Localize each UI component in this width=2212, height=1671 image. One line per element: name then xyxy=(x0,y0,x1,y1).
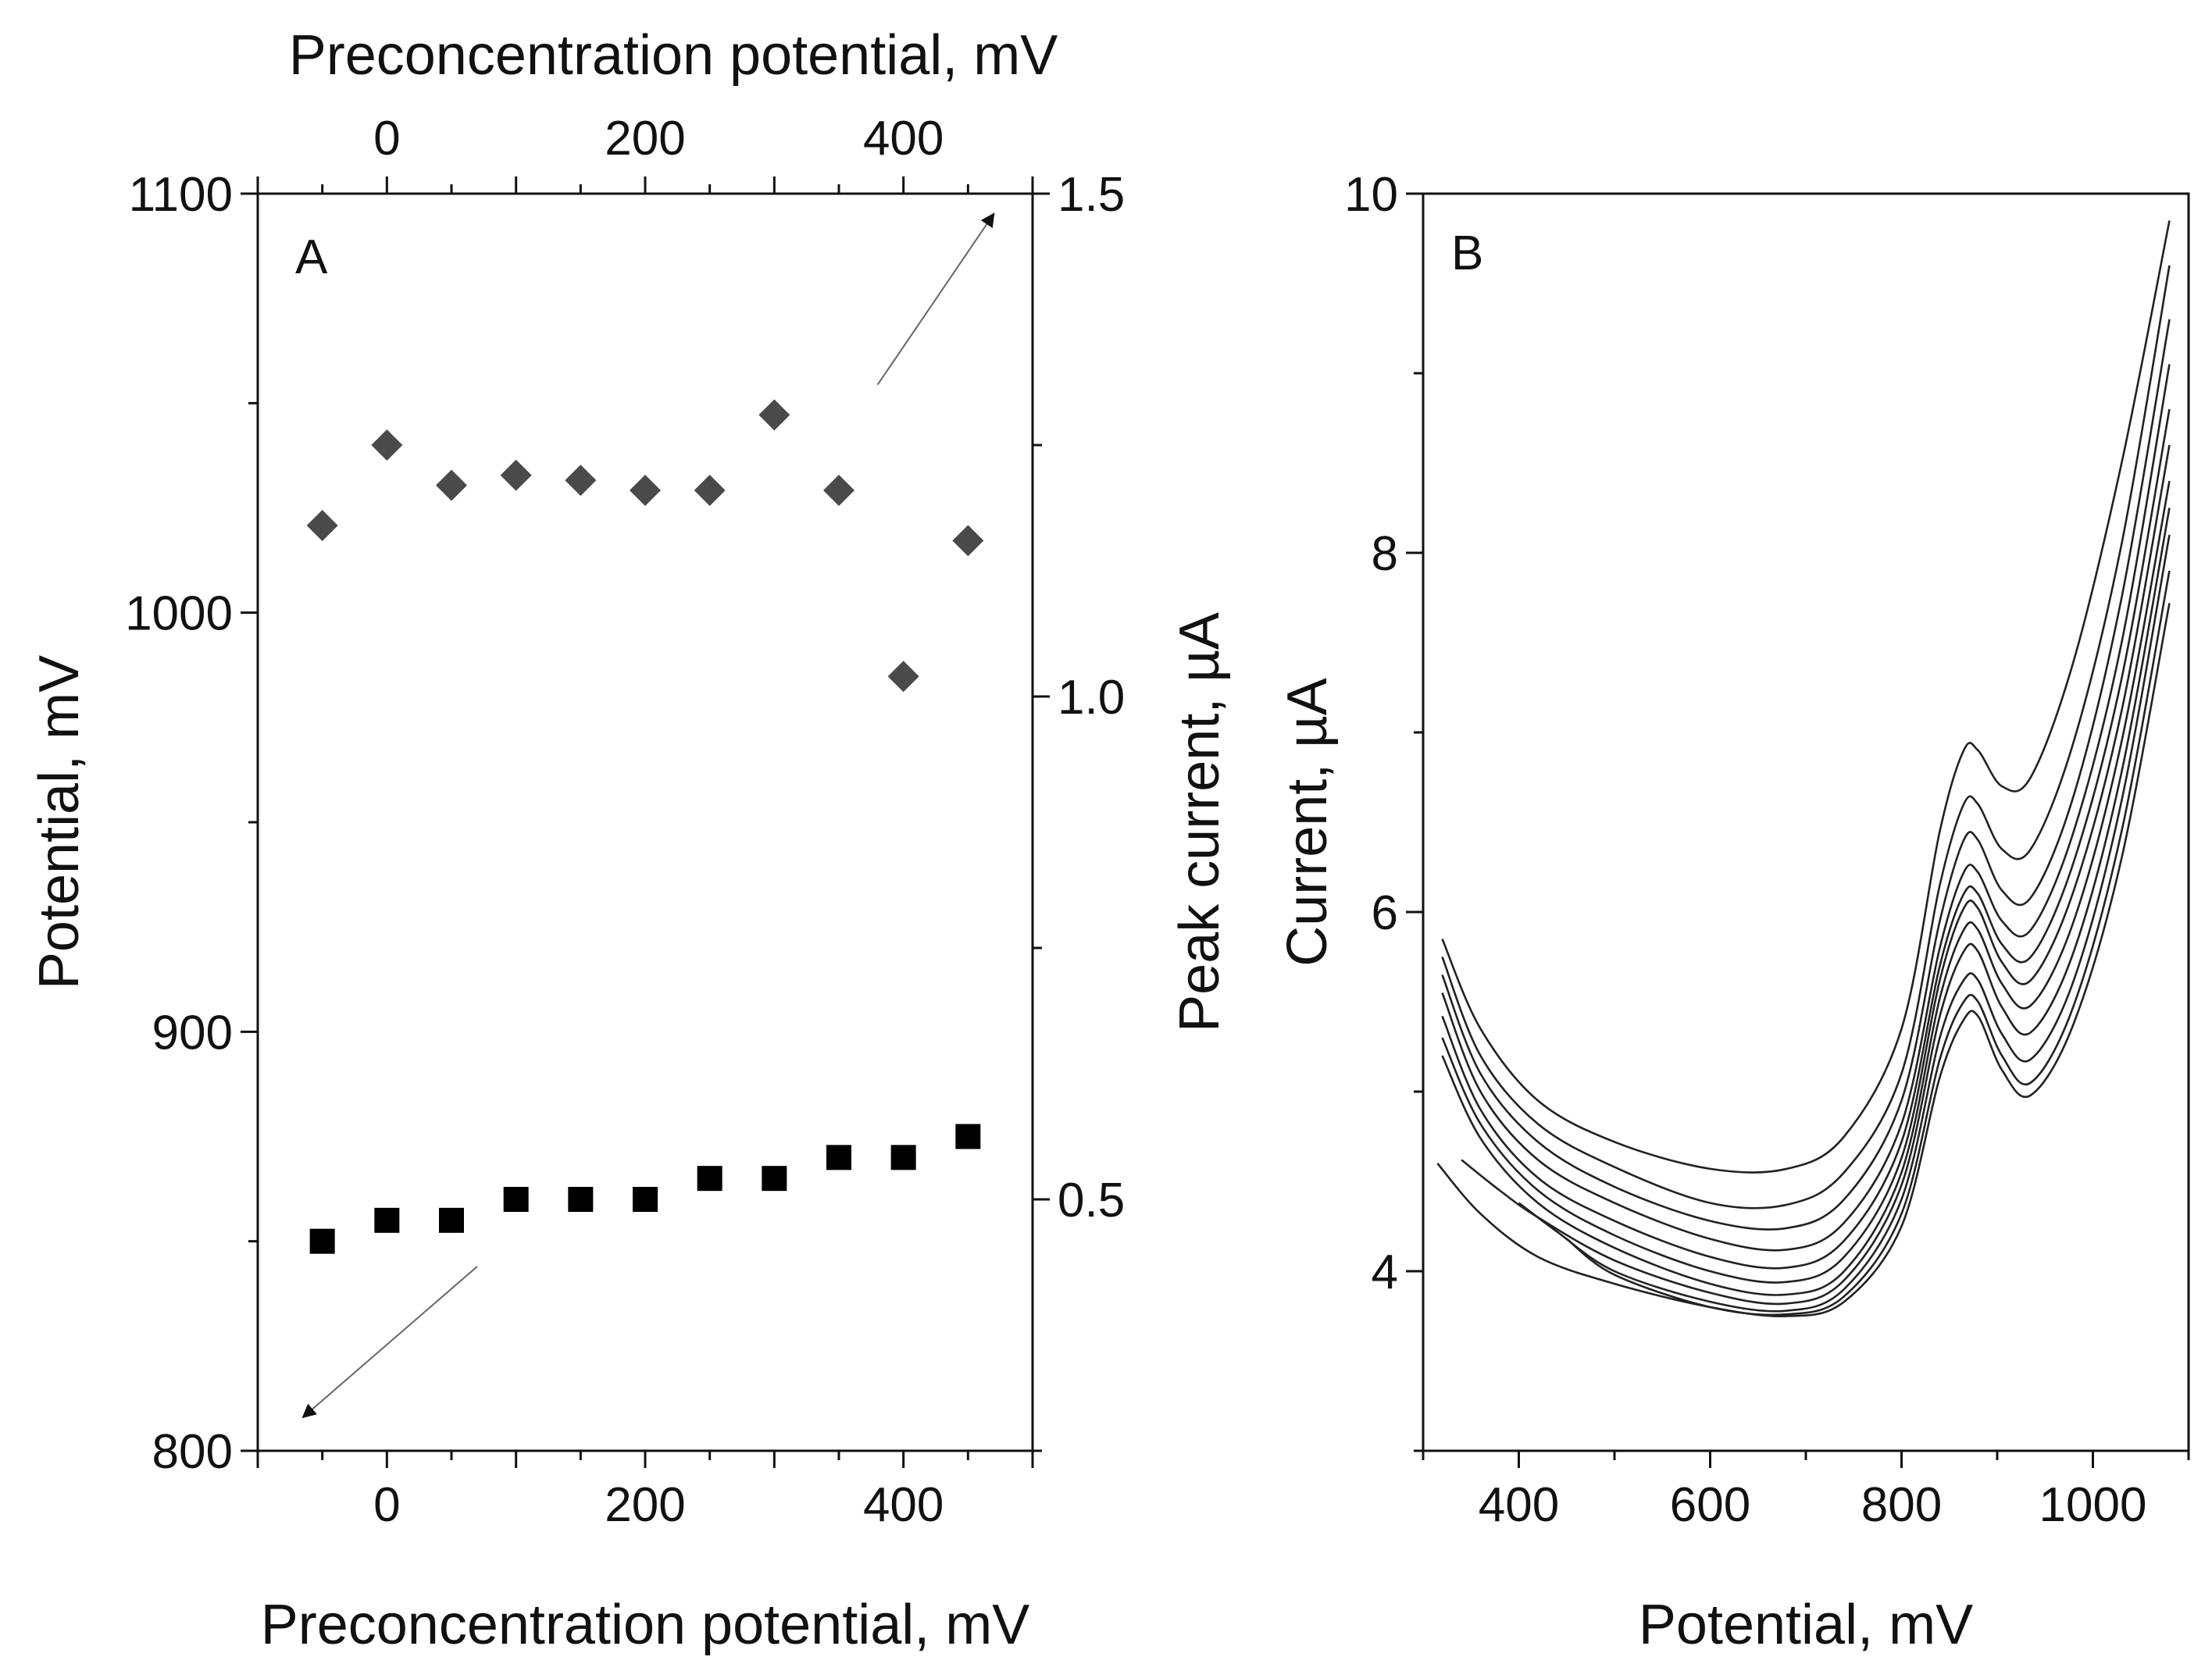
voltammogram-curve xyxy=(1441,220,2171,1174)
x-tick-label: 400 xyxy=(1479,1478,1559,1532)
square-marker xyxy=(503,1187,529,1212)
square-marker xyxy=(955,1124,981,1149)
x-tick-label: 200 xyxy=(605,1478,685,1532)
diamond-marker xyxy=(694,474,726,506)
diamond-marker xyxy=(887,661,919,693)
y-tick-label: 8 xyxy=(1372,527,1398,581)
square-marker xyxy=(374,1207,400,1233)
panel-b-label: B xyxy=(1451,226,1483,280)
square-marker xyxy=(568,1187,594,1212)
voltammogram-curve xyxy=(1518,534,2171,1313)
square-marker xyxy=(890,1145,916,1170)
panel-b-y-axis-title: Current, µA xyxy=(1276,678,1339,967)
panel-a-top-axis-title: Preconcentration potential, mV xyxy=(289,24,1058,87)
voltammogram-curve xyxy=(1441,319,2171,1231)
y-tick-label: 900 xyxy=(152,1006,233,1060)
y-tick-label: 800 xyxy=(152,1425,233,1479)
voltammogram-curve xyxy=(1441,265,2171,1210)
y-tick-label: 10 xyxy=(1344,168,1398,222)
square-marker xyxy=(439,1207,464,1233)
voltammogram-curve xyxy=(1436,603,2171,1317)
voltammogram-curve xyxy=(1441,480,2171,1296)
diamond-marker xyxy=(306,510,338,542)
diamond-marker xyxy=(371,429,403,461)
y-tick-label: 6 xyxy=(1372,886,1398,940)
diamond-marker xyxy=(630,474,661,506)
voltammogram-curve xyxy=(1441,444,2171,1284)
x-tick-label: 800 xyxy=(1861,1478,1942,1532)
square-marker xyxy=(633,1187,658,1212)
voltammogram-curve xyxy=(1441,364,2171,1252)
panel-a-x-axis-title: Preconcentration potential, mV xyxy=(261,1594,1030,1656)
x-tick-label: 400 xyxy=(863,1478,944,1532)
y2-tick-label: 1.5 xyxy=(1058,168,1125,222)
y-tick-label: 1000 xyxy=(125,587,233,641)
diamond-marker xyxy=(565,465,597,497)
x2-tick-label: 0 xyxy=(373,112,400,166)
voltammogram-curve xyxy=(1441,408,2171,1270)
x-tick-label: 600 xyxy=(1670,1478,1750,1532)
diamond-marker xyxy=(500,459,532,491)
panel-a-y-axis-title: Potential, mV xyxy=(28,655,91,989)
right-axis-arrow xyxy=(876,212,995,386)
square-marker xyxy=(309,1228,335,1254)
panel-b-x-axis-title: Potential, mV xyxy=(1639,1594,1973,1656)
square-marker xyxy=(762,1166,787,1192)
diamond-marker xyxy=(758,399,790,431)
diamond-marker xyxy=(823,474,854,506)
panel-a-y2-axis-title: Peak current, µA xyxy=(1168,612,1231,1032)
panel-b-chart: 400 600 800 1000 4 6 8 10 B Potential, mV Curre… xyxy=(1276,168,2190,1656)
x2-tick-label: 400 xyxy=(863,112,944,166)
diamond-marker xyxy=(436,469,467,501)
y2-tick-label: 0.5 xyxy=(1058,1174,1125,1227)
y2-tick-label: 1.0 xyxy=(1058,671,1125,725)
voltammogram-curve xyxy=(1461,508,2171,1306)
square-marker xyxy=(826,1145,851,1170)
square-marker xyxy=(697,1166,722,1192)
x2-tick-label: 200 xyxy=(605,112,685,166)
panel-a-label: A xyxy=(295,230,328,284)
y-tick-label: 4 xyxy=(1372,1245,1398,1299)
y-tick-label: 1100 xyxy=(129,168,233,222)
left-axis-arrow xyxy=(301,1266,478,1419)
diamond-marker xyxy=(952,525,984,557)
panel-b-frame xyxy=(1422,192,2190,1452)
panel-a-frame xyxy=(256,192,1034,1452)
x-tick-label: 1000 xyxy=(2039,1478,2147,1532)
x-tick-label: 0 xyxy=(373,1478,400,1532)
